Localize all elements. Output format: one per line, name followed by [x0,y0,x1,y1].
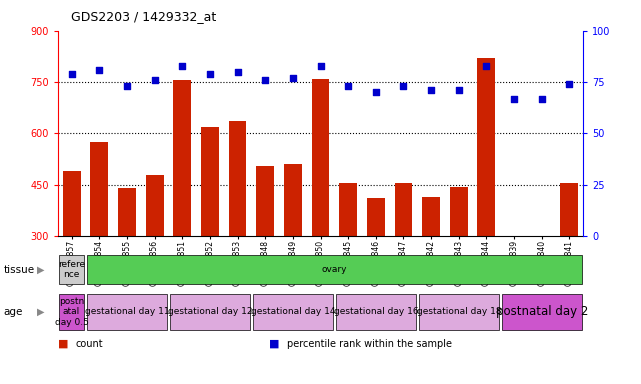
Bar [394,183,413,339]
Text: age: age [3,307,22,317]
Point [537,96,547,102]
Bar [336,294,416,330]
Bar [59,255,84,285]
Text: ■: ■ [269,339,279,349]
Point [398,83,408,89]
Text: gestational day 11: gestational day 11 [85,308,169,316]
Bar [118,188,136,339]
Text: ovary: ovary [322,265,347,274]
Text: ■: ■ [58,339,68,349]
Point [149,77,160,83]
Bar [173,80,191,339]
Text: count: count [76,339,103,349]
Bar [422,197,440,339]
Bar [505,337,523,339]
Bar [419,294,499,330]
Text: gestational day 14: gestational day 14 [251,308,335,316]
Point [122,83,132,89]
Text: tissue: tissue [3,265,35,275]
Bar [90,142,108,339]
Bar [146,174,163,339]
Bar [229,121,247,339]
Bar [59,294,84,330]
Bar [312,79,329,339]
Point [94,67,104,73]
Bar [170,294,250,330]
Bar [367,199,385,339]
Point [233,69,243,75]
Point [67,71,77,77]
Text: gestational day 16: gestational day 16 [333,308,418,316]
Point [288,75,298,81]
Point [260,77,271,83]
Bar [560,183,578,339]
Point [177,63,187,69]
Text: GDS2203 / 1429332_at: GDS2203 / 1429332_at [71,10,216,23]
Bar [478,58,495,339]
Point [315,63,326,69]
Text: postn
atal
day 0.5: postn atal day 0.5 [54,297,88,327]
Point [481,63,492,69]
Text: gestational day 12: gestational day 12 [167,308,252,316]
Text: percentile rank within the sample: percentile rank within the sample [287,339,452,349]
Bar [201,127,219,339]
Text: refere
nce: refere nce [58,260,85,280]
Text: postnatal day 2: postnatal day 2 [495,306,588,318]
Bar [256,166,274,339]
Bar [339,183,357,339]
Bar [450,187,468,339]
Point [370,89,381,95]
Text: ▶: ▶ [37,307,44,317]
Point [426,87,437,93]
Text: gestational day 18: gestational day 18 [417,308,501,316]
Point [204,71,215,77]
Bar [284,164,302,339]
Bar [533,337,551,339]
Text: ▶: ▶ [37,265,44,275]
Bar [87,294,167,330]
Bar [502,294,582,330]
Point [564,81,574,87]
Point [343,83,353,89]
Bar [253,294,333,330]
Bar [63,171,81,339]
Point [454,87,464,93]
Point [509,96,519,102]
